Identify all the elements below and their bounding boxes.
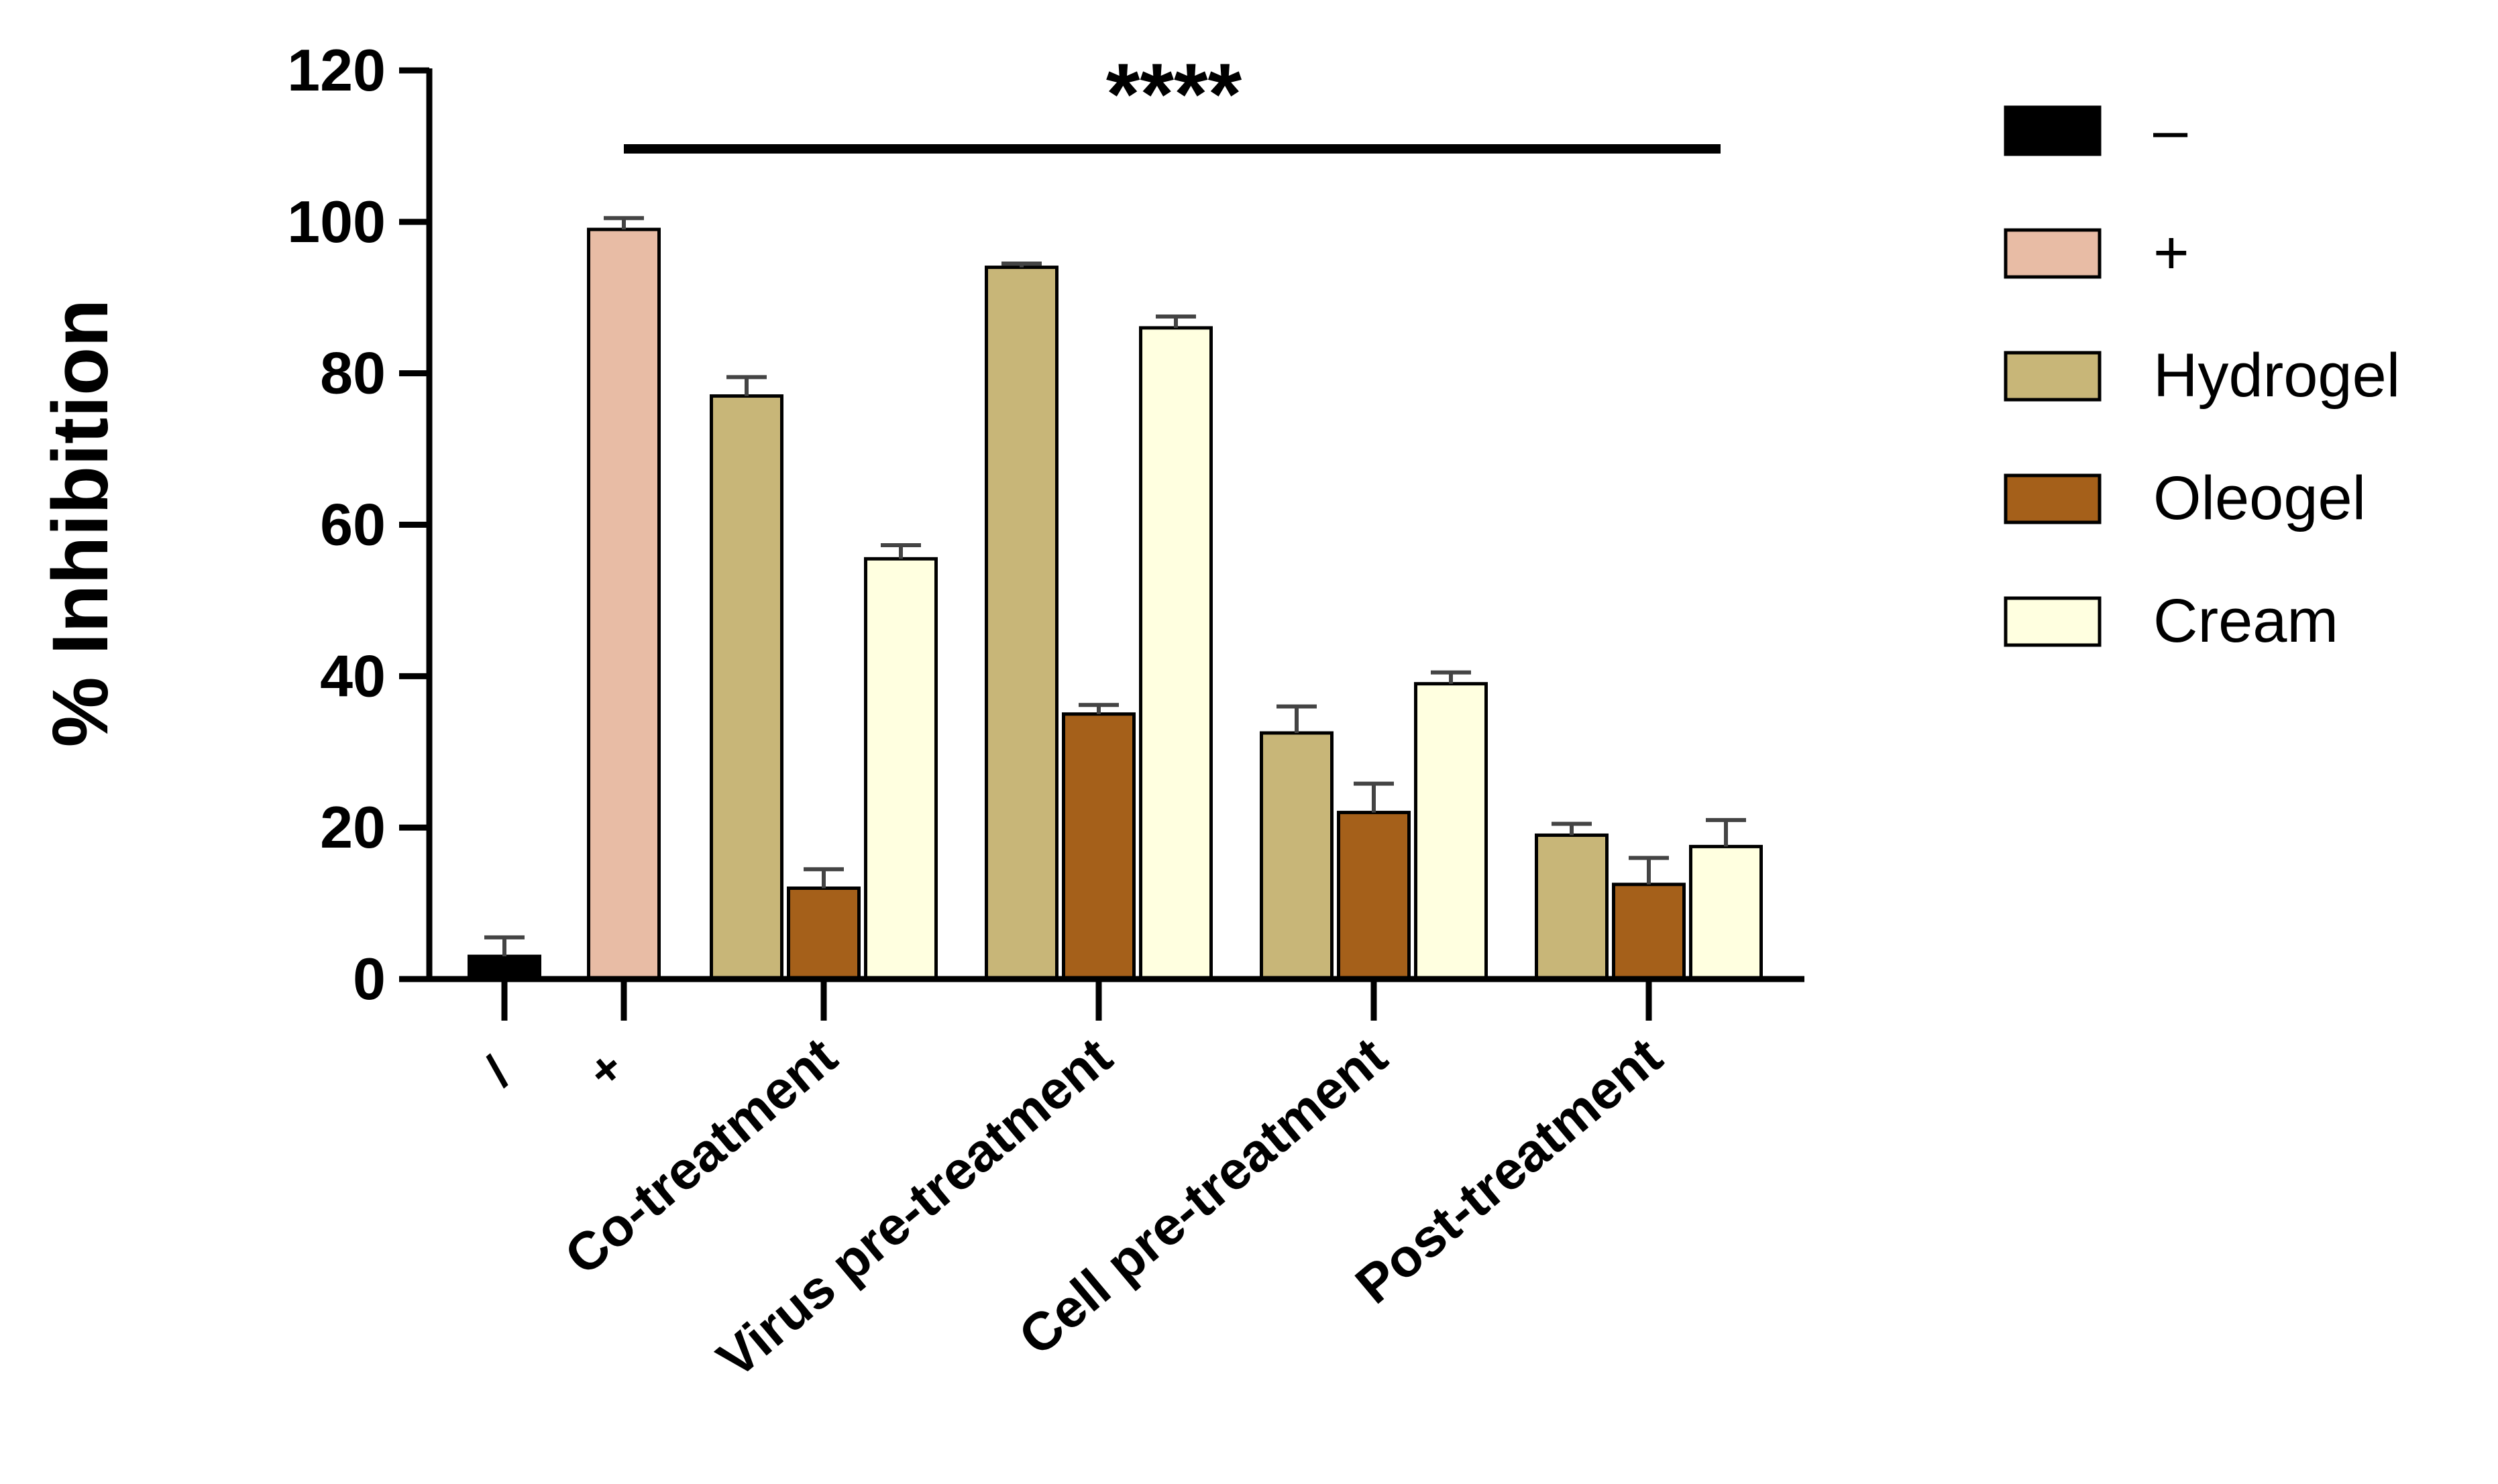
bar-oleogel-cell-pre-treatment xyxy=(1337,811,1411,981)
y-tick-label: 20 xyxy=(320,794,386,860)
legend-label: Hydrogel xyxy=(2153,341,2400,410)
legend-label: – xyxy=(2153,96,2188,164)
legend-label: Cream xyxy=(2153,587,2338,655)
y-tick-label: 120 xyxy=(287,37,386,103)
bar-control-positive xyxy=(587,227,661,981)
bar-hydrogel-cell-pre-treatment xyxy=(1260,731,1334,981)
bar-hydrogel-co-treatment xyxy=(710,394,783,981)
x-tick-label-control: + xyxy=(578,1040,635,1099)
bar-oleogel-co-treatment xyxy=(787,887,861,981)
legend-label: Oleogel xyxy=(2153,464,2366,532)
legend-label: + xyxy=(2153,219,2189,287)
y-tick-label: 60 xyxy=(320,492,386,558)
y-tick-label: 100 xyxy=(287,188,386,255)
bar-hydrogel-post-treatment xyxy=(1535,833,1609,981)
legend: – + Hydrogel Oleogel Cream xyxy=(2004,96,2400,655)
significance-label: **** xyxy=(1106,45,1242,143)
bar-cream-virus-pre-treatment xyxy=(1139,326,1213,981)
bar-oleogel-post-treatment xyxy=(1612,882,1686,981)
bar-control-negative xyxy=(468,954,541,981)
y-tick-label: 40 xyxy=(320,642,386,709)
y-axis-title: % Inhibition xyxy=(36,299,125,748)
bar-hydrogel-virus-pre-treatment xyxy=(985,266,1058,981)
bar-cream-post-treatment xyxy=(1689,844,1763,981)
bar-cream-co-treatment xyxy=(864,557,938,981)
legend-swatch xyxy=(2004,228,2102,279)
legend-swatch xyxy=(2004,596,2102,647)
bar-cream-cell-pre-treatment xyxy=(1414,682,1488,981)
legend-swatch xyxy=(2004,473,2102,524)
x-tick-label-control: / xyxy=(476,1047,521,1096)
y-tick-label: 0 xyxy=(353,946,386,1012)
y-tick-label: 80 xyxy=(320,340,386,406)
legend-swatch xyxy=(2004,105,2102,156)
legend-swatch xyxy=(2004,351,2102,402)
bar-oleogel-virus-pre-treatment xyxy=(1062,712,1136,981)
